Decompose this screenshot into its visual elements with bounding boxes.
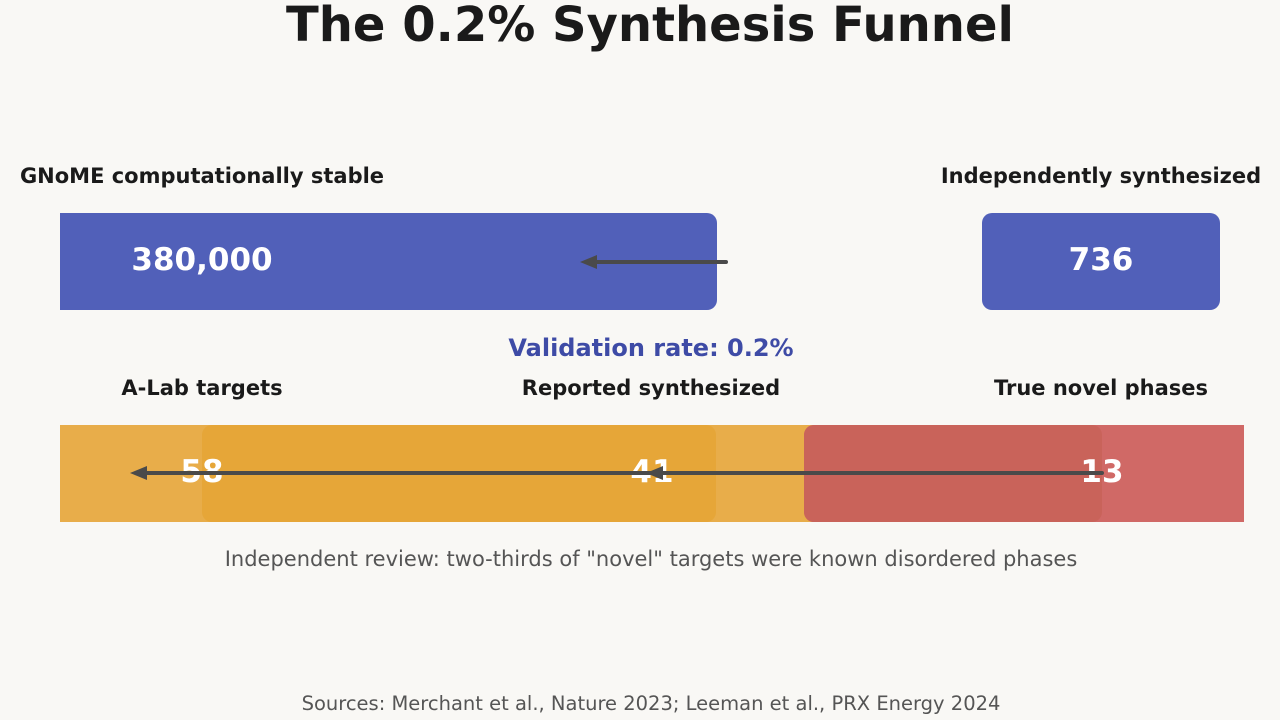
stage-label-gnome: GNoME computationally stable bbox=[19, 164, 385, 188]
stage-label-alab-targets: A-Lab targets bbox=[121, 376, 283, 400]
validation-rate: Validation rate: 0.2% bbox=[508, 334, 794, 362]
independently-synthesized-value: 736 bbox=[1068, 242, 1134, 278]
gnome-stable-value: 380,000 bbox=[131, 242, 273, 278]
stage-label-independent: Independently synthesized bbox=[940, 164, 1262, 188]
independently-synthesized-box bbox=[982, 213, 1220, 310]
alab-targets-value: 58 bbox=[180, 454, 224, 490]
sources-footer: Sources: Merchant et al., Nature 2023; L… bbox=[301, 692, 1001, 715]
stage-label-novel: True novel phases bbox=[993, 376, 1209, 400]
review-note: Independent review: two-thirds of "novel… bbox=[224, 547, 1078, 571]
stage-label-reported: Reported synthesized bbox=[521, 376, 781, 400]
page-title: The 0.2% Synthesis Funnel bbox=[286, 0, 1014, 53]
reported-synthesized-value: 41 bbox=[630, 454, 674, 490]
novel-phases-value: 13 bbox=[1080, 454, 1124, 490]
